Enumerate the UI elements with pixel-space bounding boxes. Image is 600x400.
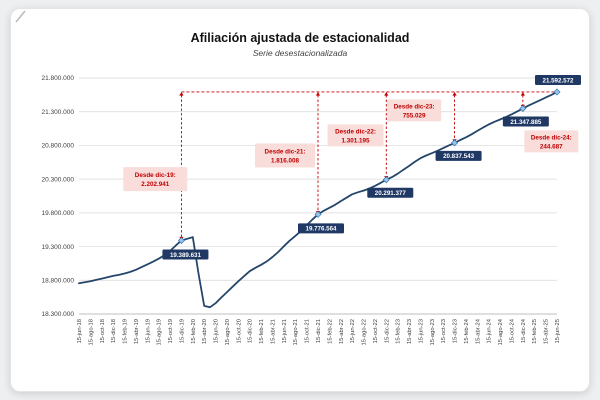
value-label-text: 21.347.885	[510, 119, 542, 126]
value-label-box	[162, 249, 209, 260]
x-tick-label: 15-oct-24	[509, 318, 515, 343]
point-marker-diamond-icon	[451, 139, 459, 147]
x-tick-label: 15-ago-20	[225, 319, 231, 345]
x-tick-label: 15-feb-21	[259, 319, 265, 344]
x-tick-label: 15-dic-24	[521, 318, 527, 343]
x-tick-label: 15-feb-24	[464, 318, 470, 344]
x-tick-label: 15-jun-20	[214, 319, 220, 344]
annotation-box	[123, 167, 188, 192]
annotation-amount: 755.029	[403, 112, 426, 119]
y-tick-label: 20.800.000	[41, 143, 74, 150]
x-tick-label: 15-jun-23	[418, 319, 424, 344]
annotation-title: Desde dic-22:	[335, 128, 376, 135]
x-tick-label: 15-abr-24	[475, 318, 481, 344]
y-tick-label: 20.300.000	[41, 176, 74, 183]
value-label-text: 20.837.543	[443, 153, 475, 160]
annotation-amount: 1.301.195	[342, 137, 371, 144]
x-tick-label: 15-oct-23	[441, 319, 447, 344]
point-marker-diamond-icon	[382, 176, 390, 184]
diff-arrow-up-head-icon	[384, 91, 389, 96]
x-tick-label: 15-ago-23	[430, 319, 436, 345]
x-tick-label: 15-ago-22	[362, 319, 368, 345]
y-tick-label: 19.300.000	[41, 244, 74, 251]
y-tick-label: 21.300.000	[41, 109, 74, 116]
x-tick-label: 15-abr-20	[202, 319, 208, 344]
value-label-box	[535, 74, 581, 85]
point-marker-diamond-icon	[519, 104, 527, 112]
x-tick-label: 15-oct-22	[373, 319, 379, 344]
x-tick-label: 15-jun-18	[77, 319, 83, 344]
chart-header: Afiliación ajustada de estacionalidad Se…	[11, 9, 589, 58]
x-tick-label: 15-feb-20	[191, 319, 197, 344]
x-tick-label: 15-abr-25	[544, 319, 550, 344]
x-tick-label: 15-jun-25	[555, 319, 561, 344]
y-tick-label: 18.300.000	[41, 311, 74, 318]
x-tick-label: 15-dic-18	[111, 319, 117, 343]
value-label-text: 20.291.377	[375, 190, 407, 197]
x-tick-label: 15-oct-21	[305, 319, 311, 344]
annotation-title: Desde dic-23:	[394, 103, 435, 110]
point-marker-diamond-icon	[177, 237, 185, 245]
x-tick-label: 15-feb-23	[396, 319, 402, 344]
annotation-amount: 1.816.008	[271, 158, 300, 165]
value-label-text: 19.776.564	[306, 226, 338, 233]
x-tick-label: 15-feb-19	[123, 319, 129, 344]
chart-card: Afiliación ajustada de estacionalidad Se…	[10, 8, 590, 392]
x-tick-label: 15-oct-20	[236, 319, 242, 344]
x-tick-label: 15-abr-19	[134, 319, 140, 344]
corner-mark-icon	[15, 10, 26, 23]
chart-title: Afiliación ajustada de estacionalidad	[190, 31, 410, 45]
chart-svg: 18.300.000 18.800.000 19.300.000 19.800.000…	[41, 74, 581, 345]
x-tick-label: 15-dic-21	[316, 319, 322, 343]
x-tick-label: 15-jun-22	[350, 319, 356, 344]
diff-arrow-up-head-icon	[179, 91, 184, 96]
x-tick-label: 15-dic-22	[384, 319, 390, 343]
annotation-title: Desde dic-21:	[265, 149, 306, 156]
annotation-box	[254, 143, 315, 168]
y-tick-label: 18.800.000	[41, 277, 74, 284]
chart-subtitle: Serie desestacionalizada	[252, 48, 348, 58]
annotation-title: Desde dic-19:	[135, 172, 176, 179]
value-label-box	[298, 223, 344, 234]
annotation-box	[524, 130, 579, 153]
annotation-title: Desde dic-24:	[531, 134, 572, 141]
y-tick-label: 19.800.000	[41, 210, 74, 217]
x-tick-label: 15-abr-22	[339, 319, 345, 344]
x-tick-label: 15-ago-21	[293, 319, 299, 345]
x-tick-label: 15-jun-19	[145, 319, 151, 344]
x-tick-label: 15-dic-23	[453, 319, 459, 343]
x-tick-label: 15-jun-24	[487, 318, 493, 343]
x-tick-label: 15-abr-21	[270, 319, 276, 344]
value-label-box	[435, 150, 482, 161]
x-tick-label: 15-dic-20	[248, 319, 254, 343]
x-tick-label: 15-oct-18	[100, 319, 106, 344]
x-tick-label: 15-abr-23	[407, 319, 413, 344]
value-label-text: 21.592.572	[543, 77, 575, 84]
x-tick-label: 15-oct-19	[168, 319, 174, 344]
point-marker-diamond-icon	[553, 88, 561, 96]
diff-arrow-up-head-icon	[520, 91, 525, 96]
x-tick-label: 15-ago-19	[157, 319, 163, 345]
point-marker-diamond-icon	[314, 210, 322, 218]
diff-arrow-up-head-icon	[315, 91, 321, 96]
x-tick-label: 15-jun-21	[282, 319, 288, 344]
x-tick-label: 15-ago-24	[498, 318, 504, 345]
x-tick-label: 15-ago-18	[88, 319, 94, 345]
annotation-box	[327, 124, 384, 147]
x-tick-label: 15-dic-19	[179, 319, 185, 343]
annotation-box	[387, 99, 442, 122]
x-tick-label: 15-feb-22	[327, 319, 333, 344]
y-tick-label: 21.800.000	[41, 75, 74, 82]
annotation-amount: 244.687	[540, 143, 563, 150]
diff-arrow-up-head-icon	[452, 91, 457, 96]
x-tick-label: 15-feb-25	[532, 319, 538, 344]
annotation-amount: 2.202.941	[141, 181, 170, 188]
value-label-box	[502, 116, 549, 127]
value-label-text: 19.389.631	[170, 252, 202, 259]
value-label-box	[367, 187, 414, 198]
